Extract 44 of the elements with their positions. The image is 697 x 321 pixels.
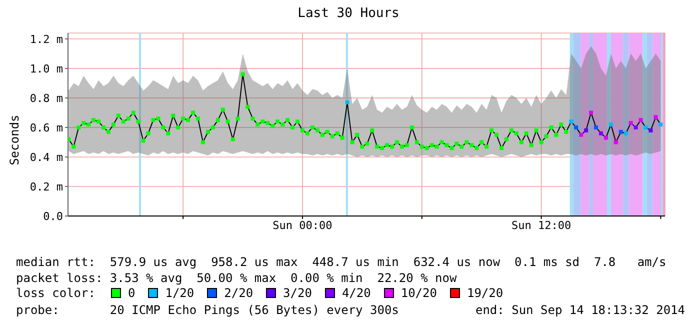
legend-label: 3/20	[283, 286, 312, 300]
text: packet loss: 3.53 % avg 50.00 % max 0.00 % min 22.20 % now	[16, 270, 457, 286]
y-tick-label: 0.6 m	[30, 121, 64, 134]
point	[614, 140, 618, 144]
x-tick-label: Sun 12:00	[511, 218, 572, 232]
point	[634, 125, 638, 130]
y-tick-label: 1.2 m	[30, 32, 64, 46]
legend-title: loss color:	[16, 286, 96, 300]
point	[618, 130, 623, 134]
point	[604, 136, 608, 140]
legend-label: 1/20	[165, 286, 194, 300]
point	[644, 125, 648, 130]
y-tick-label: 0.2 m	[30, 180, 64, 194]
line-series	[68, 74, 662, 149]
point	[658, 122, 663, 126]
legend-label: 0	[128, 286, 136, 300]
chart-title: Last 30 Hours	[296, 6, 400, 21]
legend-label: 2/20	[224, 286, 254, 300]
point	[624, 131, 628, 136]
point	[594, 125, 598, 130]
point	[579, 132, 584, 137]
point	[648, 128, 653, 132]
point	[628, 121, 633, 126]
y-tick-label: 0.4 m	[30, 150, 64, 164]
x-tick-label: Sun 00:00	[272, 218, 332, 232]
legend-label: 10/20	[400, 286, 437, 300]
point	[654, 115, 658, 120]
point	[589, 110, 594, 115]
point	[598, 131, 603, 136]
point	[569, 120, 574, 124]
point	[608, 122, 613, 126]
y-tick-label: 0.0	[43, 210, 63, 223]
y-axis-title: Seconds	[7, 114, 22, 166]
y-tick-label: 0.8 m	[30, 92, 64, 105]
legend-label: 19/20	[466, 286, 504, 300]
y-tick-label: 1.0 m	[30, 62, 64, 76]
text: probe: 20 ICMP Echo Pings (56 Bytes) every 300s	[16, 302, 399, 318]
text: median rtt: 579.9 us avg 958.2 us max 448.7 us min 632.4 us now 0.1 ms sd 7.8 am/s	[16, 254, 666, 270]
point	[345, 100, 350, 104]
text: end: Sun Sep 14 18:13:32 2014	[475, 302, 685, 318]
legend-label: 4/20	[342, 286, 371, 300]
point	[584, 128, 588, 132]
point	[574, 125, 578, 130]
point	[638, 118, 643, 122]
